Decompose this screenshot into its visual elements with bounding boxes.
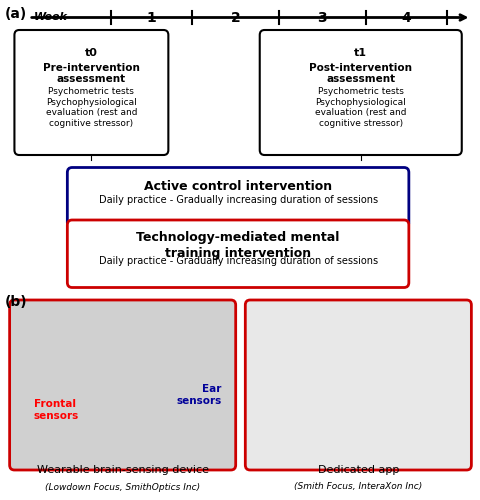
Text: Psychometric tests
Psychophysiological
evaluation (rest and
cognitive stressor): Psychometric tests Psychophysiological e… — [46, 88, 137, 128]
Text: Wearable brain-sensing device: Wearable brain-sensing device — [36, 465, 208, 475]
Text: t1: t1 — [353, 48, 367, 58]
FancyBboxPatch shape — [10, 300, 235, 470]
Text: 1: 1 — [146, 10, 156, 24]
Text: 2: 2 — [230, 10, 240, 24]
Text: Pre-intervention
assessment: Pre-intervention assessment — [43, 62, 140, 84]
Text: t0: t0 — [85, 48, 97, 58]
Text: (Lowdown Focus, SmithOptics Inc): (Lowdown Focus, SmithOptics Inc) — [45, 482, 200, 492]
Text: Active control intervention: Active control intervention — [144, 180, 332, 193]
Text: Daily practice - Gradually increasing duration of sessions: Daily practice - Gradually increasing du… — [98, 256, 377, 266]
Text: Daily practice - Gradually increasing duration of sessions: Daily practice - Gradually increasing du… — [98, 195, 377, 205]
FancyBboxPatch shape — [14, 30, 168, 155]
FancyBboxPatch shape — [67, 220, 408, 288]
Text: (Smith Focus, InteraXon Inc): (Smith Focus, InteraXon Inc) — [294, 482, 421, 492]
FancyBboxPatch shape — [245, 300, 470, 470]
Text: Week: Week — [34, 12, 67, 22]
Text: Psychometric tests
Psychophysiological
evaluation (rest and
cognitive stressor): Psychometric tests Psychophysiological e… — [314, 88, 406, 128]
Text: (a): (a) — [5, 8, 27, 22]
Text: 4: 4 — [401, 10, 410, 24]
FancyBboxPatch shape — [67, 168, 408, 228]
Text: 3: 3 — [317, 10, 326, 24]
Text: Post-intervention
assessment: Post-intervention assessment — [309, 62, 411, 84]
Text: Dedicated app: Dedicated app — [317, 465, 398, 475]
Text: (b): (b) — [5, 295, 27, 309]
Text: Frontal
sensors: Frontal sensors — [34, 399, 79, 421]
Text: Technology-mediated mental
training intervention: Technology-mediated mental training inte… — [136, 232, 339, 260]
FancyBboxPatch shape — [259, 30, 461, 155]
Text: Ear
sensors: Ear sensors — [176, 384, 221, 406]
